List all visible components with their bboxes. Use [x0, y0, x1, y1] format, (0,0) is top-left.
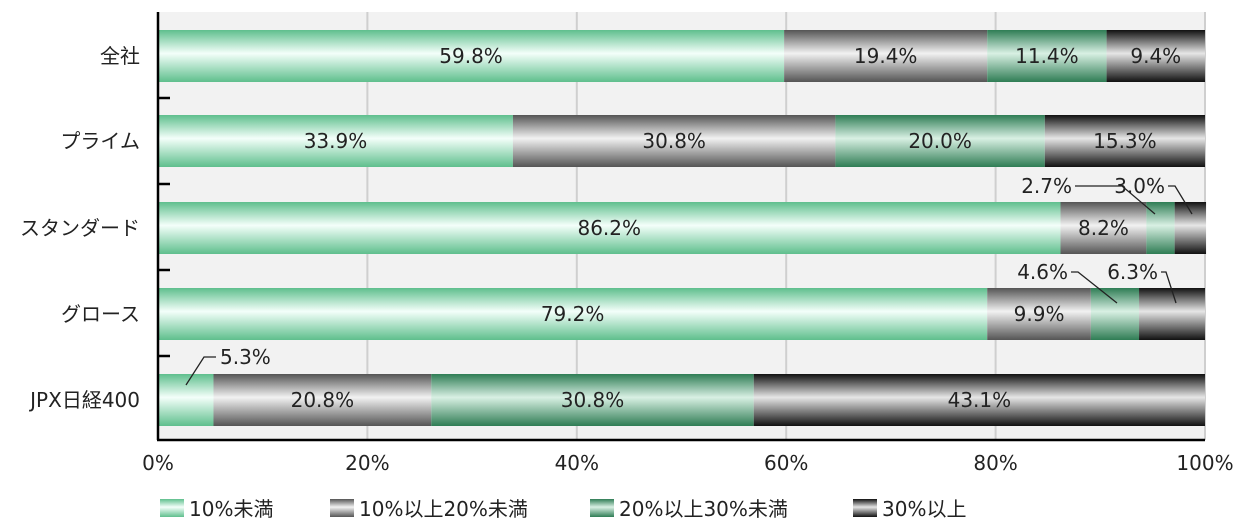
data-label: 9.4% [1130, 44, 1181, 68]
bar-segment [1174, 202, 1207, 254]
data-label: 33.9% [304, 129, 368, 153]
bar-segment [753, 374, 1205, 426]
bar-segment [987, 288, 1091, 340]
bar-segment [1090, 288, 1140, 340]
legend-swatch [160, 499, 184, 517]
legend-swatch [590, 499, 614, 517]
x-tick-label: 40% [555, 451, 599, 475]
x-tick-label: 60% [764, 451, 808, 475]
legend-label: 20%以上30%未満 [619, 497, 788, 521]
bar-segment [158, 202, 1061, 254]
bar-segment [1044, 115, 1205, 167]
category-label: プライム [60, 129, 140, 153]
leader-line [1161, 271, 1177, 304]
data-label: 11.4% [1015, 44, 1079, 68]
data-label: 15.3% [1093, 129, 1157, 153]
data-label: 8.2% [1078, 216, 1129, 240]
leader-line [1075, 185, 1156, 215]
x-tick-label: 0% [142, 451, 174, 475]
data-label: 43.1% [948, 388, 1012, 412]
bar-segment [512, 115, 836, 167]
data-label: 20.0% [908, 129, 972, 153]
bar-segment [158, 288, 988, 340]
x-tick-label: 20% [345, 451, 389, 475]
leader-line [185, 356, 216, 386]
legend-label: 30%以上 [882, 497, 966, 521]
data-label: 6.3% [1107, 260, 1158, 284]
data-label: 86.2% [577, 216, 641, 240]
data-label: 2.7% [1021, 174, 1072, 198]
data-label: 20.8% [291, 388, 355, 412]
x-tick-label: 100% [1176, 451, 1233, 475]
data-label: 19.4% [854, 44, 918, 68]
bar-segment [1139, 288, 1205, 340]
legend-label: 10%未満 [189, 497, 273, 521]
category-label: JPX日経400 [28, 388, 140, 412]
legend-swatch [330, 499, 354, 517]
data-label: 4.6% [1017, 260, 1068, 284]
bar-segment [431, 374, 754, 426]
data-label: 5.3% [220, 345, 271, 369]
bar-segment [158, 374, 214, 426]
bar-segment [987, 30, 1107, 82]
category-label: 全社 [100, 44, 140, 68]
bar-segment [213, 374, 432, 426]
bar-segment [1106, 30, 1205, 82]
bar-segment [835, 115, 1045, 167]
legend-label: 10%以上20%未満 [359, 497, 528, 521]
data-label: 30.8% [561, 388, 625, 412]
x-tick-label: 80% [973, 451, 1017, 475]
leader-line [1071, 271, 1118, 304]
data-label: 79.2% [541, 302, 605, 326]
data-label: 3.0% [1114, 174, 1165, 198]
data-label: 59.8% [439, 44, 503, 68]
leader-line [1168, 185, 1193, 215]
bar-segment [1060, 202, 1147, 254]
legend-swatch [853, 499, 877, 517]
bar-segment [158, 30, 785, 82]
data-label: 30.8% [642, 129, 706, 153]
category-label: グロース [61, 302, 140, 326]
bar-segment [158, 115, 513, 167]
data-label: 9.9% [1014, 302, 1065, 326]
bar-segment [784, 30, 988, 82]
category-label: スタンダード [20, 216, 140, 240]
